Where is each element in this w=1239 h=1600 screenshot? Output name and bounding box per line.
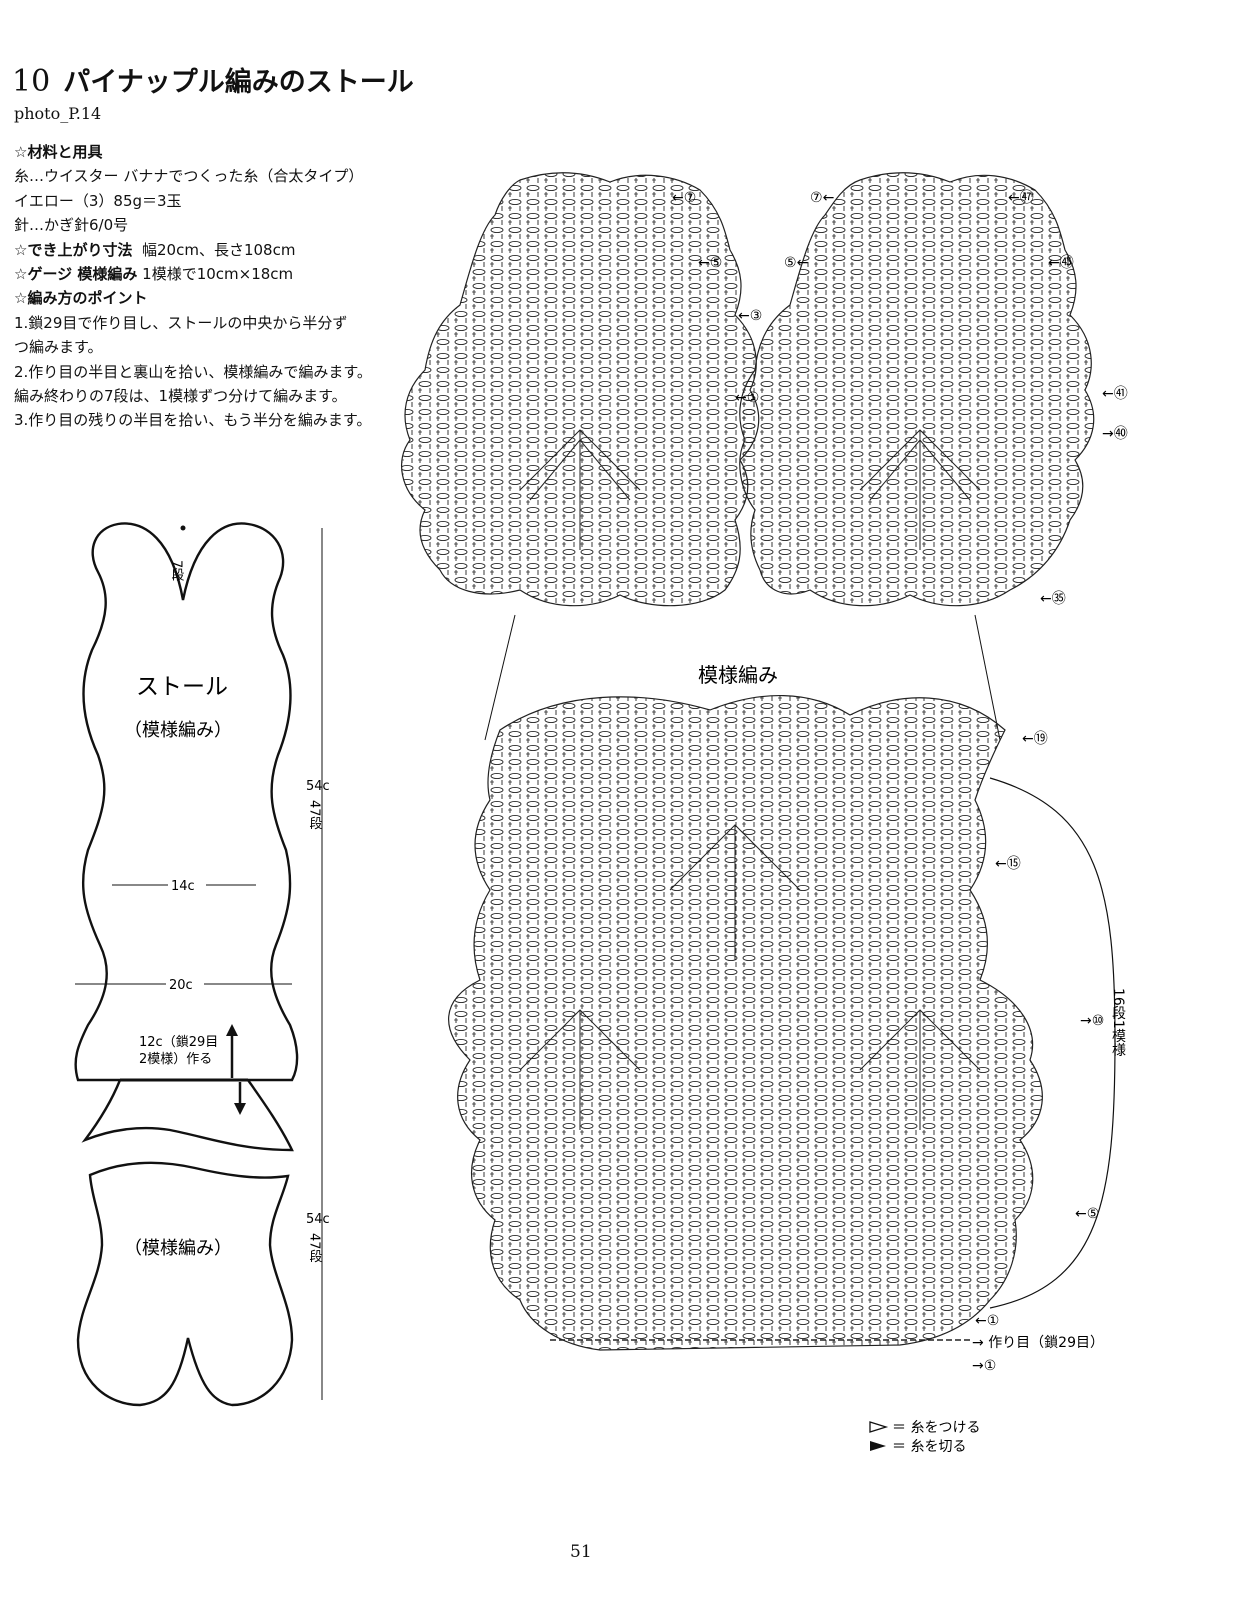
row-label-tl-3: ←③ [738, 308, 762, 324]
start-dot [180, 525, 186, 531]
page-number: 51 [570, 1542, 592, 1562]
cast-on-label-2: 2模様）作る [139, 1052, 212, 1067]
length-rows-upper: 47段 [307, 800, 323, 830]
top-rows-label: 7段 [169, 560, 185, 582]
hook-line: 針…かぎ針6/0号 [14, 216, 129, 235]
length-label-lower: 54c [306, 1212, 330, 1227]
repeat-label: 16段1模様 [1110, 988, 1126, 1057]
stole-schematic: 7段 ストール （模様編み） 54c 47段 14c 20c 12c（鎖29目 … [74, 522, 330, 1407]
step-line-5: 3.作り目の残りの半目を拾い、もう半分を編みます。 [14, 411, 372, 430]
chart-connector-right [974, 614, 1001, 741]
materials-heading: ☆材料と用具 [14, 143, 103, 161]
lower-half-outline [76, 1161, 294, 1407]
color-line: イエロー（3）85g＝3玉 [14, 191, 182, 210]
cut-yarn-icon [870, 1441, 886, 1451]
row-label-tl-5: ←⑤ [698, 255, 722, 271]
row-label-b-1-lower: →① [972, 1358, 996, 1374]
step-line-1: 1.鎖29目で作り目し、ストールの中央から半分ず [14, 313, 348, 332]
row-label-tr-41: ←㊶ [1102, 386, 1128, 402]
row-label-tr-47: ←㊼ [1008, 190, 1034, 206]
cast-on-segment [81, 1079, 294, 1152]
arrow-down-head [234, 1103, 246, 1115]
chart-top-right-motif [739, 172, 1095, 607]
row-label-tr-35: ←㉟ [1040, 591, 1066, 607]
stole-name: ストール [136, 674, 228, 700]
upper-half-outline [74, 522, 299, 1082]
width-narrow-label: 14c [171, 879, 195, 894]
size-value: 幅20cm、長さ108cm [142, 240, 296, 259]
join-yarn-icon [869, 1421, 889, 1433]
cast-on-chart-label: → 作り目（鎖29目） [972, 1335, 1104, 1351]
step-line-3: 2.作り目の半目と裏山を拾い、模様編みで編みます。 [14, 362, 372, 381]
chart-top-fans [519, 429, 981, 550]
length-label-upper: 54c [306, 779, 330, 794]
step-line-2: つ編みます。 [14, 338, 103, 357]
row-label-tl-1: ←① [735, 390, 759, 406]
crochet-chart: ←⑦ ←⑤ ←③ ←① ⑦← ⑤← ←㊼ ←㊺ ←㊶ →㊵ ←㉟ 模様編み ←⑲… [401, 172, 1128, 1374]
arrow-up-head [226, 1024, 238, 1036]
gauge-line: ☆ゲージ 模様編み 1模様で10cm×18cm [14, 262, 372, 286]
gauge-label: ☆ゲージ 模様編み [14, 265, 138, 284]
materials-block: ☆材料と用具 糸…ウイスター バナナでつくった糸（合太タイプ） イエロー（3）8… [14, 140, 372, 433]
stole-pattern-upper: （模様編み） [124, 720, 232, 741]
row-label-tr-5-left: ⑤← [784, 255, 808, 271]
width-wide-label: 20c [169, 978, 193, 993]
size-label: ☆でき上がり寸法 [14, 240, 133, 259]
step-line-4: 編み終わりの7段は、1模様ずつ分けて編みます。 [14, 387, 347, 406]
cast-on-label-1: 12c（鎖29目 [139, 1034, 218, 1050]
yarn-line: 糸…ウイスター バナナでつくった糸（合太タイプ） [14, 167, 364, 186]
row-label-b-15: ←⑮ [995, 856, 1021, 872]
legend-join: ＝ 糸をつける [892, 1420, 980, 1436]
repeat-bracket [989, 777, 1116, 1309]
row-label-tr-40: →㊵ [1102, 426, 1128, 442]
points-heading: ☆編み方のポイント [14, 289, 148, 308]
header: 10 パイナップル編みのストール [12, 60, 414, 99]
page-title: パイナップル編みのストール [63, 67, 414, 98]
chart-connector-left [484, 614, 516, 741]
row-label-tl-7: ←⑦ [672, 190, 696, 206]
stole-pattern-lower: （模様編み） [124, 1238, 232, 1259]
row-label-tr-45: ←㊺ [1048, 255, 1074, 271]
row-label-tr-7-left: ⑦← [810, 190, 834, 206]
size-line: ☆でき上がり寸法 幅20cm、長さ108cm [14, 238, 372, 262]
chart-bottom-motif [448, 694, 1043, 1351]
chart-bottom-fans [519, 824, 981, 1130]
photo-reference: photo_P.14 [14, 104, 102, 123]
chart-pattern-label: 模様編み [698, 663, 778, 687]
length-rows-lower: 47段 [307, 1233, 323, 1263]
pattern-number: 10 [12, 64, 51, 99]
chart-top-left-motif [401, 172, 760, 607]
legend: ＝ 糸をつける ＝ 糸を切る [869, 1420, 980, 1455]
row-label-b-1-upper: ←① [975, 1313, 999, 1329]
row-label-b-19: ←⑲ [1022, 731, 1048, 747]
row-label-b-5: ←⑤ [1075, 1206, 1099, 1222]
gauge-value: 1模様で10cm×18cm [142, 265, 294, 284]
row-label-b-10: →⑩ [1080, 1013, 1104, 1029]
legend-cut: ＝ 糸を切る [892, 1439, 966, 1455]
